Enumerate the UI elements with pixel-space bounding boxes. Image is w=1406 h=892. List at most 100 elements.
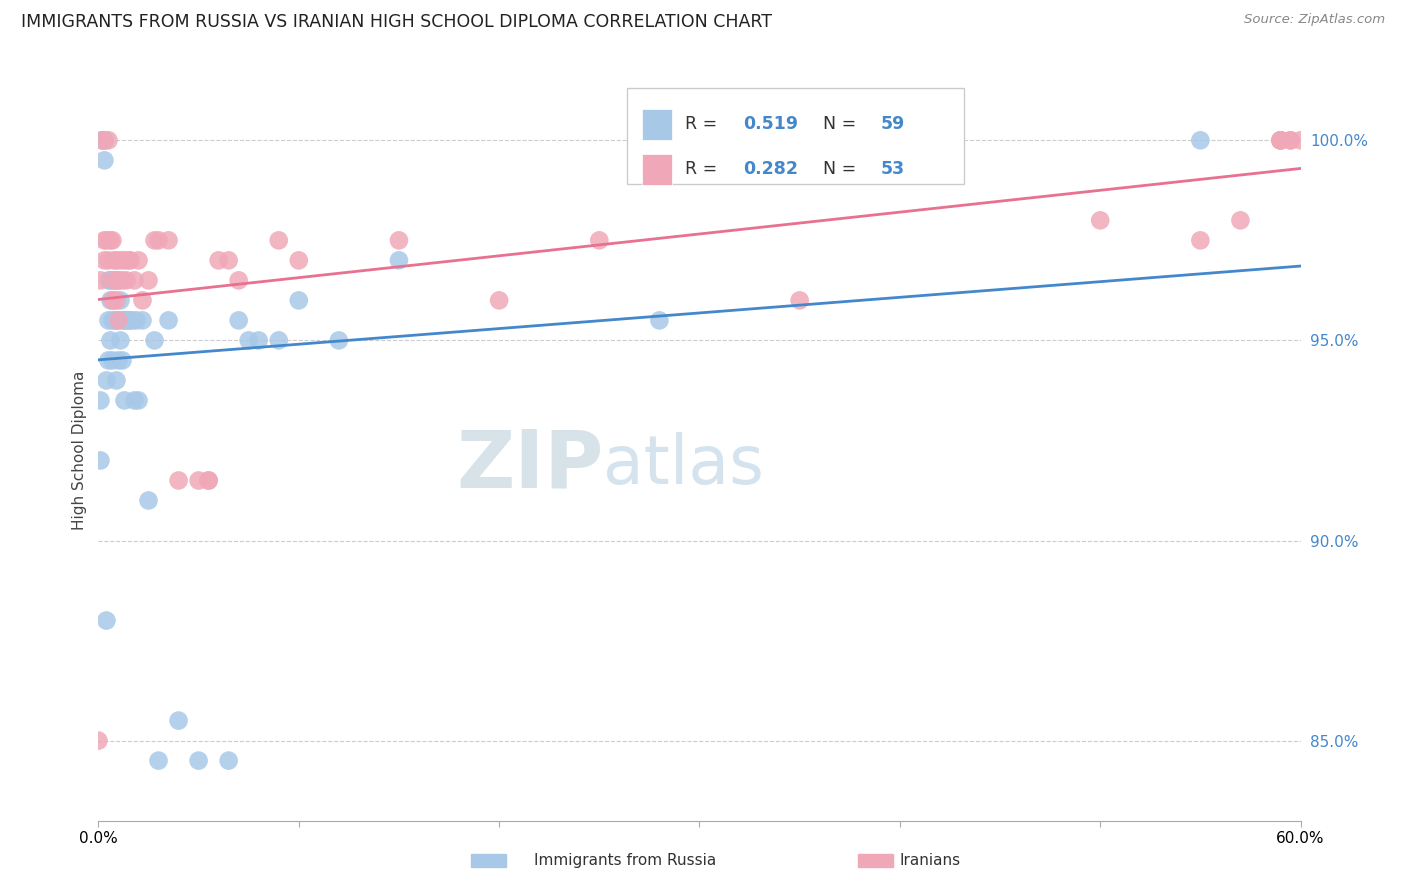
Point: [87, 733, 110, 747]
Text: Immigrants from Russia: Immigrants from Russia: [534, 854, 717, 868]
Point: [97, 353, 120, 368]
Point: [93, 133, 115, 147]
Point: [100, 233, 122, 247]
Point: [388, 253, 411, 268]
Point: [107, 313, 129, 327]
Point: [488, 293, 510, 308]
Point: [218, 253, 240, 268]
Y-axis label: High School Diploma: High School Diploma: [72, 371, 87, 530]
Point: [388, 233, 411, 247]
Point: [89, 453, 111, 467]
Point: [93, 153, 115, 168]
Point: [110, 334, 132, 348]
Text: R =: R =: [685, 115, 723, 133]
Point: [197, 474, 219, 488]
Point: [101, 233, 124, 247]
Text: Source: ZipAtlas.com: Source: ZipAtlas.com: [1244, 13, 1385, 27]
Point: [93, 233, 115, 247]
Point: [187, 754, 209, 768]
Point: [105, 373, 128, 387]
Point: [101, 273, 124, 287]
Point: [131, 313, 153, 327]
Point: [100, 293, 122, 308]
Point: [124, 273, 146, 287]
Point: [120, 253, 142, 268]
Point: [197, 833, 219, 847]
Point: [103, 313, 125, 327]
Point: [167, 714, 190, 728]
Point: [228, 273, 250, 287]
Point: [267, 334, 290, 348]
Point: [91, 133, 114, 147]
Point: [96, 233, 118, 247]
Point: [238, 334, 260, 348]
Point: [89, 273, 111, 287]
Point: [93, 133, 115, 147]
Point: [114, 313, 136, 327]
Point: [101, 293, 124, 308]
FancyBboxPatch shape: [627, 87, 965, 184]
Point: [1279, 133, 1302, 147]
Point: [111, 353, 134, 368]
Point: [648, 313, 671, 327]
Point: [197, 474, 219, 488]
Point: [101, 313, 124, 327]
Point: [115, 273, 138, 287]
Point: [157, 233, 180, 247]
Point: [218, 754, 240, 768]
Point: [143, 334, 166, 348]
Point: [588, 233, 610, 247]
Point: [1279, 133, 1302, 147]
Point: [111, 313, 134, 327]
Point: [1189, 133, 1212, 147]
Point: [1189, 233, 1212, 247]
FancyBboxPatch shape: [641, 109, 672, 140]
Point: [187, 474, 209, 488]
Text: 59: 59: [882, 115, 905, 133]
Point: [96, 373, 118, 387]
Point: [128, 253, 150, 268]
Point: [107, 313, 129, 327]
Point: [97, 133, 120, 147]
Point: [105, 253, 128, 268]
Point: [1289, 133, 1312, 147]
Text: Iranians: Iranians: [900, 854, 960, 868]
Point: [267, 233, 290, 247]
Text: N =: N =: [824, 161, 862, 178]
Point: [157, 313, 180, 327]
Point: [107, 273, 129, 287]
Text: ZIP: ZIP: [456, 426, 603, 504]
Point: [105, 273, 128, 287]
Point: [328, 334, 350, 348]
Point: [1270, 133, 1292, 147]
Point: [247, 334, 270, 348]
Point: [1088, 213, 1111, 227]
Point: [789, 293, 811, 308]
Text: 0.519: 0.519: [742, 115, 797, 133]
Point: [167, 474, 190, 488]
Point: [96, 614, 118, 628]
Point: [107, 273, 129, 287]
Point: [97, 253, 120, 268]
Point: [103, 253, 125, 268]
Point: [288, 293, 311, 308]
Point: [115, 313, 138, 327]
Point: [117, 313, 139, 327]
Text: N =: N =: [824, 115, 862, 133]
Point: [208, 253, 231, 268]
Point: [131, 293, 153, 308]
Point: [143, 233, 166, 247]
Point: [97, 313, 120, 327]
Point: [1270, 133, 1292, 147]
Point: [107, 353, 129, 368]
Text: 0.282: 0.282: [742, 161, 797, 178]
Point: [93, 253, 115, 268]
Point: [110, 253, 132, 268]
Text: R =: R =: [685, 161, 723, 178]
Point: [117, 253, 139, 268]
Point: [101, 353, 124, 368]
Point: [91, 133, 114, 147]
Point: [103, 293, 125, 308]
Point: [97, 273, 120, 287]
Point: [114, 253, 136, 268]
